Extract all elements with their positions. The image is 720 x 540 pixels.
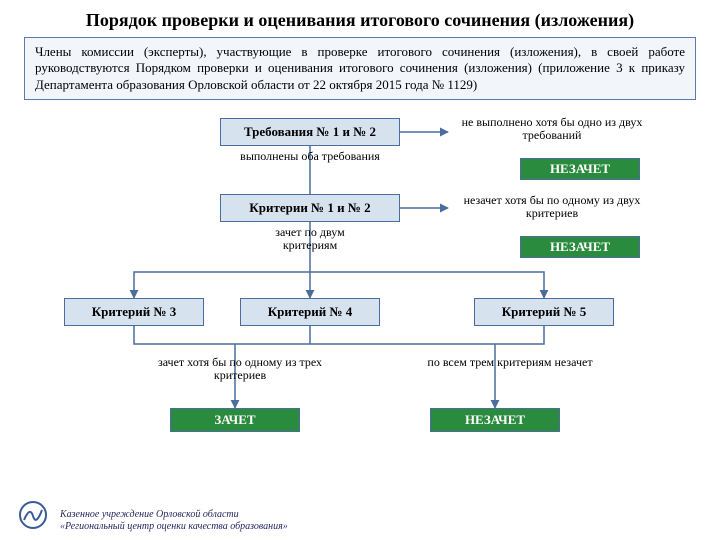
intro-paragraph: Члены комиссии (эксперты), участвующие в… [24,37,696,100]
footer-line-1: Казенное учреждение Орловской области [60,509,288,521]
node-criteria-1-2: Критерии № 1 и № 2 [220,194,400,222]
result-fail-1: НЕЗАЧЕТ [520,158,640,180]
node-criterion-5: Критерий № 5 [474,298,614,326]
footer-org: Казенное учреждение Орловской области «Р… [60,509,288,532]
result-fail-2: НЕЗАЧЕТ [520,236,640,258]
result-pass: ЗАЧЕТ [170,408,300,432]
note-three-pass: зачет хотя бы по одному из трех критерие… [150,356,330,382]
org-logo [18,500,48,530]
node-requirements-1-2: Требования № 1 и № 2 [220,118,400,146]
note-req-fail: не выполнено хотя бы одно из двух требов… [452,116,652,142]
note-three-fail: по всем трем критериям незачет [420,356,600,369]
footer-line-2: «Региональный центр оценки качества обра… [60,521,288,533]
diagram-canvas: Требования № 1 и № 2 Критерии № 1 и № 2 … [0,108,720,478]
note-req-pass: выполнены оба требования [230,150,390,163]
node-criterion-3: Критерий № 3 [64,298,204,326]
page-title: Порядок проверки и оценивания итогового … [0,0,720,37]
note-crit-pass: зачет по двум критериям [250,226,370,252]
node-criterion-4: Критерий № 4 [240,298,380,326]
result-fail-3: НЕЗАЧЕТ [430,408,560,432]
note-crit-fail: незачет хотя бы по одному из двух критер… [452,194,652,220]
